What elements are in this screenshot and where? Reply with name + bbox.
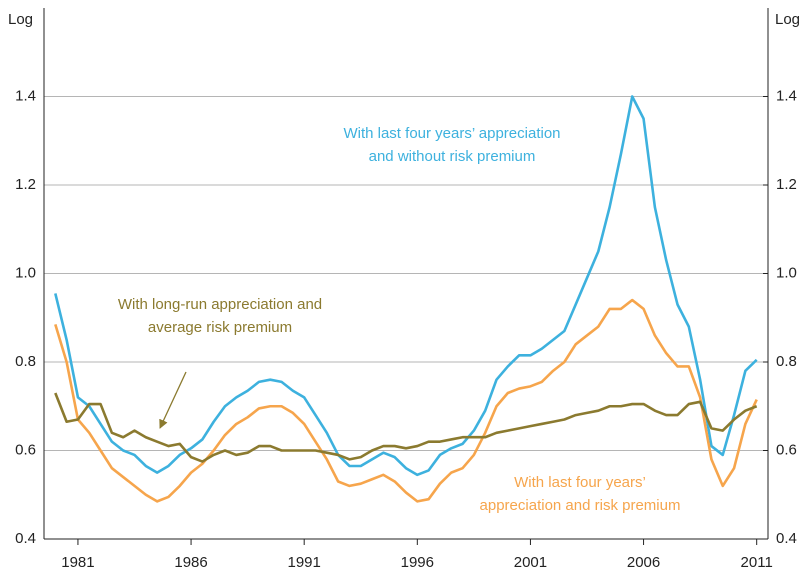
x-tick-label: 1991 — [288, 554, 321, 571]
x-tick-label: 1996 — [401, 554, 434, 571]
series-annotation: With last four years’ appreciation — [343, 125, 560, 142]
x-tick-label: 2001 — [514, 554, 547, 571]
y2-tick-label: 1.4 — [776, 87, 797, 104]
annotation-arrow — [159, 371, 187, 429]
y-tick-label: 1.2 — [15, 176, 36, 193]
y2-axis-label: Log — [775, 11, 800, 28]
series-annotation: and without risk premium — [369, 148, 536, 165]
lines — [54, 95, 758, 503]
y2-tick-label: 0.4 — [776, 530, 797, 547]
x-tick-label: 2011 — [741, 554, 773, 571]
x-tick-label: 1981 — [61, 554, 94, 571]
series-line — [54, 298, 758, 503]
y2-tick-label: 0.6 — [776, 441, 797, 458]
series-line — [54, 392, 758, 463]
y-tick-label: 0.4 — [15, 530, 36, 547]
series-annotation: With last four years’ — [514, 474, 646, 491]
y2-tick-label: 0.8 — [776, 353, 797, 370]
y2-tick-label: 1.2 — [776, 176, 797, 193]
series-annotation: With long-run appreciation and — [118, 296, 322, 313]
y-tick-label: 0.6 — [15, 441, 36, 458]
y-tick-label: 1.4 — [15, 87, 36, 104]
series-line — [54, 95, 758, 477]
x-tick-label: 2006 — [627, 554, 660, 571]
series-annotation: average risk premium — [148, 319, 292, 336]
y-tick-label: 1.0 — [15, 264, 36, 281]
x-tick-label: 1986 — [174, 554, 207, 571]
y2-tick-label: 1.0 — [776, 264, 797, 281]
y-tick-label: 0.8 — [15, 353, 36, 370]
series-annotation: appreciation and risk premium — [480, 497, 681, 514]
y-axis-label: Log — [8, 11, 33, 28]
